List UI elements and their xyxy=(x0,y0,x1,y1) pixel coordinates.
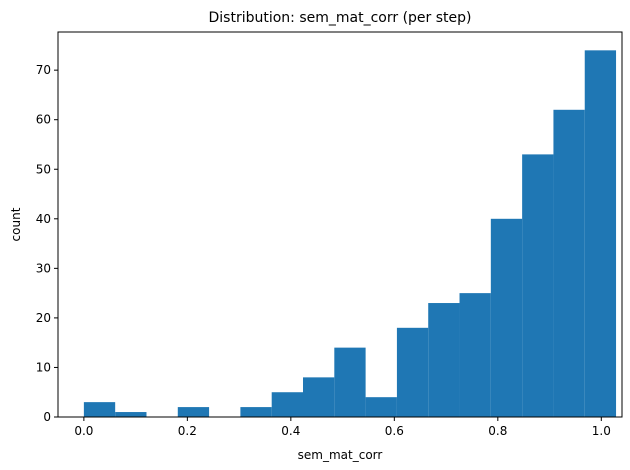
histogram-bar xyxy=(271,392,304,417)
x-axis-label: sem_mat_corr xyxy=(298,448,383,462)
histogram-bar xyxy=(334,347,366,417)
histogram-bar xyxy=(459,293,491,417)
bars-group xyxy=(83,50,617,418)
histogram-bar xyxy=(83,402,116,417)
x-tick-label: 0.4 xyxy=(281,424,300,438)
x-tick-label: 0.0 xyxy=(74,424,93,438)
x-tick-label: 0.6 xyxy=(385,424,404,438)
histogram-bar xyxy=(396,327,429,417)
y-tick-label: 10 xyxy=(36,360,51,374)
histogram-bar xyxy=(177,407,210,417)
histogram-bar xyxy=(240,407,272,417)
y-tick-label: 50 xyxy=(36,162,51,176)
x-tick-label: 0.8 xyxy=(488,424,507,438)
histogram-bar xyxy=(553,109,585,418)
y-tick-label: 60 xyxy=(36,113,51,127)
histogram-bar xyxy=(303,377,335,417)
x-tick-label: 1.0 xyxy=(592,424,611,438)
histogram-bar xyxy=(365,397,397,417)
y-tick-label: 0 xyxy=(43,410,51,424)
y-tick-label: 70 xyxy=(36,63,51,77)
y-axis-ticks: 0 10 20 30 40 50 60 70 xyxy=(36,63,58,424)
histogram-bar xyxy=(490,218,523,417)
histogram-bar xyxy=(584,50,617,417)
histogram-bar xyxy=(522,154,554,417)
y-tick-label: 20 xyxy=(36,311,51,325)
chart-title: Distribution: sem_mat_corr (per step) xyxy=(209,10,472,26)
histogram-bar xyxy=(115,412,147,417)
x-tick-label: 0.2 xyxy=(178,424,197,438)
plot-frame xyxy=(57,31,623,418)
y-tick-label: 30 xyxy=(36,261,51,275)
x-axis-ticks: 0.0 0.2 0.4 0.6 0.8 1.0 xyxy=(74,417,611,438)
histogram-bar xyxy=(428,303,460,417)
y-axis-label: count xyxy=(9,207,23,241)
y-tick-label: 40 xyxy=(36,212,51,226)
